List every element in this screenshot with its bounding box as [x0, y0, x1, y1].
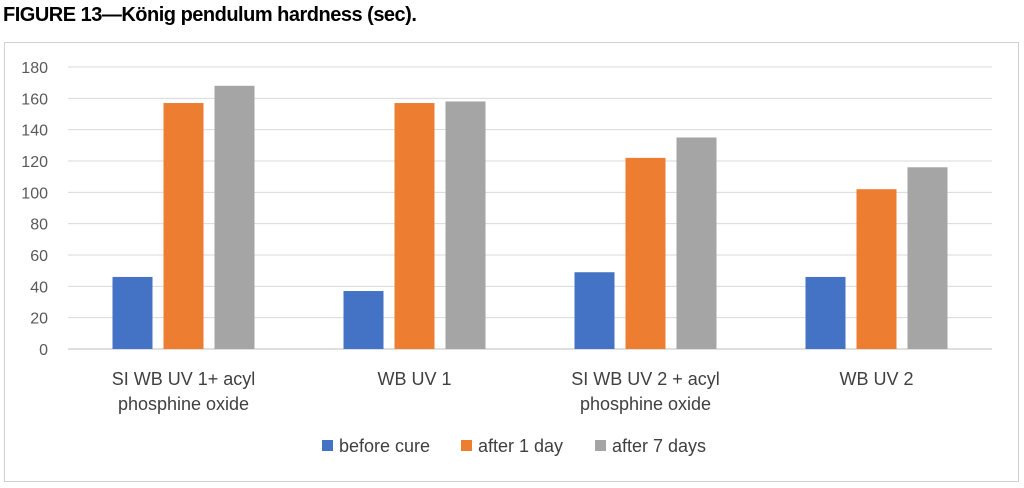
bar-before-cure-0	[112, 276, 153, 349]
legend-swatch-after-1-day	[461, 440, 472, 451]
bar-before-cure-3	[805, 276, 846, 349]
y-tick-label: 80	[30, 217, 48, 234]
category-label: WB UV 1	[377, 369, 451, 389]
chart-frame	[4, 42, 1019, 482]
y-axis-tick-labels: 0 20 40 60 80 100 120 140 160 180	[21, 60, 48, 359]
bars	[112, 85, 948, 350]
bar-after-1-day-3	[856, 189, 897, 349]
y-tick-label: 20	[30, 311, 48, 328]
y-tick-label: 180	[21, 60, 48, 77]
bar-before-cure-2	[574, 272, 615, 349]
y-tick-label: 140	[21, 123, 48, 140]
y-tick-label: 40	[30, 279, 48, 296]
legend: before cure after 1 day after 7 days	[322, 436, 706, 456]
legend-swatch-before-cure	[322, 440, 333, 451]
bar-after-1-day-2	[625, 157, 666, 349]
y-tick-label: 160	[21, 91, 48, 108]
y-tick-label: 0	[39, 342, 48, 359]
bar-after-7-days-0	[214, 85, 255, 350]
legend-label-after-7-days: after 7 days	[612, 436, 706, 456]
legend-swatch-after-7-days	[595, 440, 606, 451]
category-label: WB UV 2	[839, 369, 913, 389]
bar-after-7-days-3	[907, 167, 948, 349]
bar-after-1-day-0	[163, 103, 204, 350]
legend-label-before-cure: before cure	[339, 436, 430, 456]
category-label: phosphine oxide	[580, 394, 711, 414]
bar-before-cure-1	[343, 291, 384, 349]
bar-after-7-days-2	[676, 137, 717, 349]
category-labels: SI WB UV 1+ acyl phosphine oxide WB UV 1 SI…	[112, 369, 914, 414]
category-label: phosphine oxide	[118, 394, 249, 414]
category-label: SI WB UV 1+ acyl	[112, 369, 256, 389]
y-tick-label: 60	[30, 248, 48, 265]
category-label: SI WB UV 2 + acyl	[571, 369, 720, 389]
y-tick-label: 100	[21, 185, 48, 202]
bar-after-7-days-1	[445, 101, 486, 349]
legend-label-after-1-day: after 1 day	[478, 436, 563, 456]
figure-title: FIGURE 13—König pendulum hardness (sec).	[3, 4, 417, 26]
bar-after-1-day-1	[394, 103, 435, 350]
y-tick-label: 120	[21, 154, 48, 171]
gridlines	[68, 66, 992, 350]
